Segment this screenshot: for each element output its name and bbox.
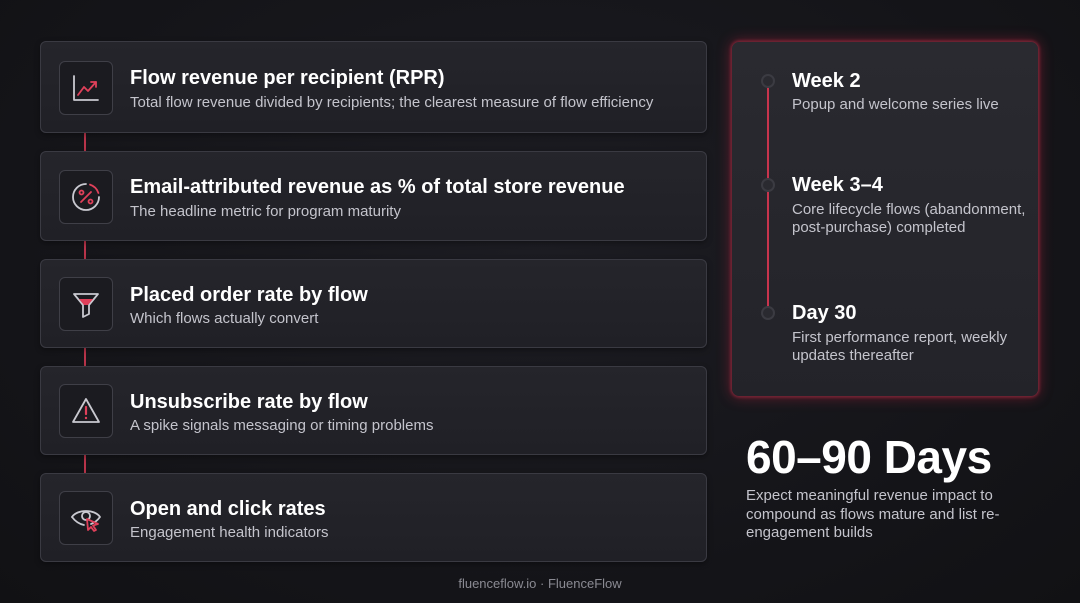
timeline-line — [767, 80, 769, 314]
connector-line — [84, 348, 86, 366]
metric-card-open-click: Open and click rates Engagement health i… — [40, 473, 707, 562]
eye-cursor-icon — [59, 491, 113, 545]
footer-credit: fluenceflow.io · FluenceFlow — [458, 576, 622, 591]
metric-title: Email-attributed revenue as % of total s… — [130, 176, 625, 198]
metric-title: Flow revenue per recipient (RPR) — [130, 67, 445, 89]
percent-icon — [59, 170, 113, 224]
timeline-title: Week 2 — [792, 70, 861, 92]
metric-card-email-revenue: Email-attributed revenue as % of total s… — [40, 151, 707, 241]
metric-card-unsubscribe: Unsubscribe rate by flow A spike signals… — [40, 366, 707, 455]
timeline-title: Week 3–4 — [792, 174, 883, 196]
metric-description: Engagement health indicators — [130, 524, 329, 541]
timeline-panel: Week 2 Popup and welcome series live Wee… — [731, 41, 1039, 397]
trend-chart-icon — [59, 61, 113, 115]
funnel-icon — [59, 277, 113, 331]
metric-description: Total flow revenue divided by recipients… — [130, 94, 654, 111]
timeline-dot — [761, 74, 775, 88]
timeline-description: Popup and welcome series live — [792, 96, 999, 113]
metric-description: Which flows actually convert — [130, 310, 319, 327]
timeline-dot — [761, 178, 775, 192]
warning-icon — [59, 384, 113, 438]
metric-title: Placed order rate by flow — [130, 284, 368, 306]
summary-description: Expect meaningful revenue impact to comp… — [746, 487, 1000, 541]
connector-line — [84, 455, 86, 473]
metric-title: Unsubscribe rate by flow — [130, 391, 368, 413]
summary-title: 60–90 Days — [746, 431, 992, 483]
connector-line — [84, 133, 86, 151]
metric-description: The headline metric for program maturity — [130, 203, 401, 220]
timeline-dot — [761, 306, 775, 320]
metric-description: A spike signals messaging or timing prob… — [130, 417, 434, 434]
connector-line — [84, 241, 86, 259]
timeline-description: First performance report, weekly updates… — [792, 329, 1008, 364]
timeline-description: Core lifecycle flows (abandonment, post-… — [792, 201, 1026, 236]
metric-title: Open and click rates — [130, 498, 326, 520]
metric-card-rpr: Flow revenue per recipient (RPR) Total f… — [40, 41, 707, 133]
timeline-title: Day 30 — [792, 302, 857, 324]
metric-card-placed-order: Placed order rate by flow Which flows ac… — [40, 259, 707, 348]
